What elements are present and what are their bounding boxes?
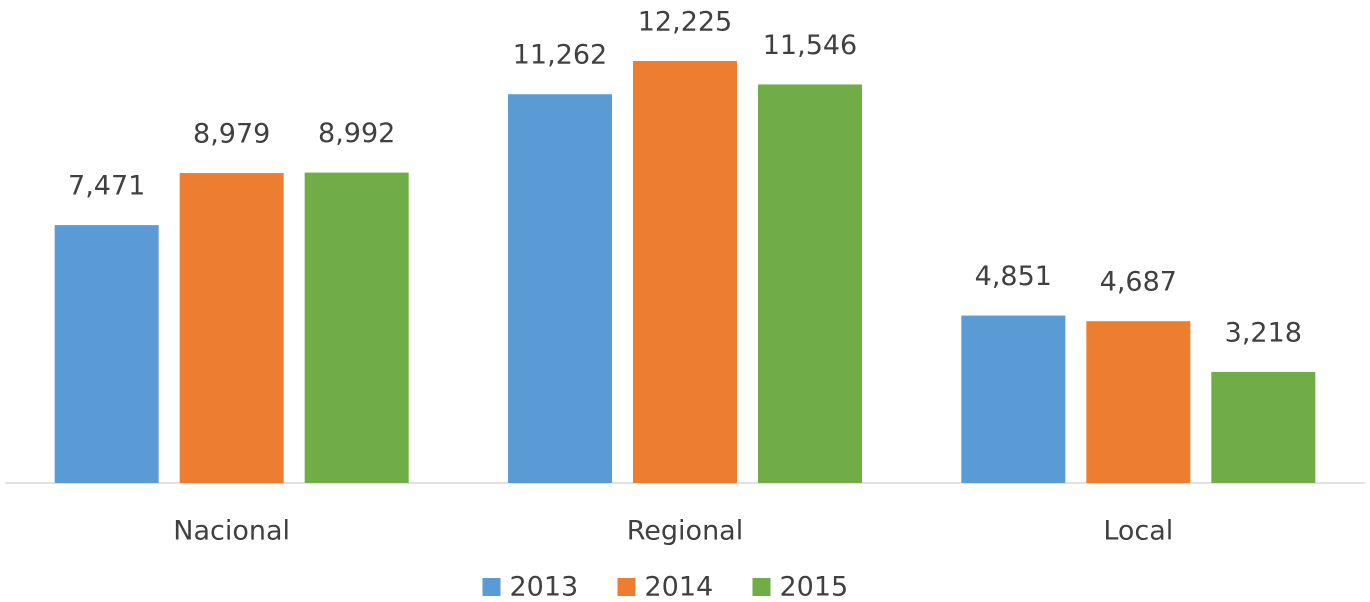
bar <box>758 84 862 483</box>
data-label: 4,687 <box>1100 267 1177 298</box>
bar <box>633 61 737 483</box>
bar <box>1211 371 1316 483</box>
data-label: 4,851 <box>975 261 1052 292</box>
data-label: 3,218 <box>1225 317 1302 348</box>
data-label: 11,262 <box>513 40 607 71</box>
data-label: 8,992 <box>318 118 395 149</box>
x-tick-label: Nacional <box>173 516 290 547</box>
bar <box>304 172 409 483</box>
legend-label: 2013 <box>510 572 579 602</box>
data-label: 12,225 <box>638 7 732 38</box>
data-label: 8,979 <box>193 119 270 150</box>
x-tick-label: Local <box>1103 516 1173 547</box>
data-label: 11,546 <box>763 30 857 61</box>
bar <box>54 225 159 484</box>
data-label: 7,471 <box>68 171 145 202</box>
bar <box>1086 321 1191 483</box>
legend-swatch <box>482 578 501 596</box>
legend-label: 2015 <box>780 572 849 602</box>
legend-swatch <box>617 578 636 596</box>
legend-swatch <box>752 578 771 596</box>
x-tick-label: Regional <box>627 516 743 547</box>
legend-label: 2014 <box>645 572 714 602</box>
bar <box>961 315 1066 483</box>
bar <box>508 94 612 483</box>
bar <box>179 173 284 484</box>
